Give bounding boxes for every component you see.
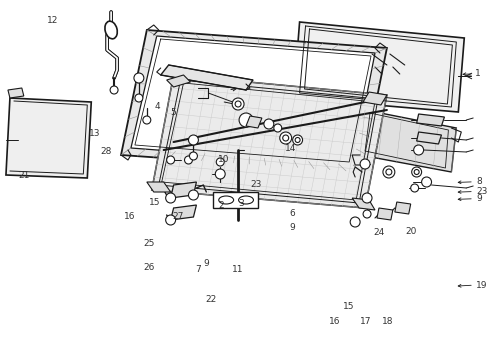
Polygon shape: [352, 198, 375, 210]
Text: 10: 10: [218, 155, 229, 163]
Polygon shape: [416, 114, 444, 126]
Ellipse shape: [219, 196, 234, 204]
Circle shape: [350, 217, 360, 227]
Circle shape: [411, 184, 418, 192]
Polygon shape: [294, 22, 464, 112]
Polygon shape: [363, 92, 387, 105]
Text: 9: 9: [203, 259, 209, 268]
Text: 23: 23: [250, 180, 262, 189]
Circle shape: [215, 169, 225, 179]
Text: 22: 22: [206, 295, 217, 304]
Text: 1: 1: [475, 69, 481, 78]
Text: 8: 8: [476, 177, 482, 186]
Text: 12: 12: [47, 17, 58, 26]
Circle shape: [134, 73, 144, 83]
Text: 17: 17: [360, 317, 371, 325]
Polygon shape: [8, 88, 24, 98]
Polygon shape: [121, 30, 387, 172]
Circle shape: [135, 94, 143, 102]
Text: 21: 21: [19, 171, 30, 180]
Text: 2: 2: [219, 201, 224, 210]
Text: 7: 7: [196, 265, 201, 274]
Polygon shape: [171, 205, 196, 220]
Polygon shape: [416, 132, 441, 144]
Circle shape: [280, 132, 292, 144]
Circle shape: [264, 119, 274, 129]
Circle shape: [185, 156, 193, 164]
Text: 26: 26: [144, 263, 155, 272]
Text: 28: 28: [100, 148, 112, 157]
Circle shape: [216, 158, 224, 166]
Text: 27: 27: [172, 212, 184, 221]
Circle shape: [167, 156, 174, 164]
Circle shape: [274, 124, 282, 132]
Circle shape: [189, 135, 198, 145]
Circle shape: [189, 190, 198, 200]
Circle shape: [386, 169, 392, 175]
Polygon shape: [167, 75, 191, 87]
Text: 19: 19: [476, 281, 488, 289]
Polygon shape: [395, 202, 411, 214]
Circle shape: [239, 113, 253, 127]
Text: 23: 23: [476, 187, 488, 196]
Ellipse shape: [239, 196, 253, 204]
Polygon shape: [377, 208, 393, 220]
Text: 16: 16: [329, 317, 340, 325]
Circle shape: [143, 116, 151, 124]
Circle shape: [190, 152, 197, 160]
Circle shape: [414, 170, 419, 175]
Circle shape: [235, 101, 241, 107]
Circle shape: [293, 135, 302, 145]
Polygon shape: [147, 182, 171, 192]
Text: 25: 25: [144, 239, 155, 248]
Text: 9: 9: [476, 194, 482, 203]
Circle shape: [166, 193, 175, 203]
Circle shape: [283, 135, 289, 141]
Text: 15: 15: [149, 198, 160, 207]
Text: 5: 5: [170, 108, 176, 117]
Circle shape: [295, 138, 300, 143]
Polygon shape: [6, 98, 91, 178]
Circle shape: [412, 167, 421, 177]
Circle shape: [421, 177, 432, 187]
Circle shape: [362, 193, 372, 203]
Polygon shape: [213, 192, 258, 208]
Polygon shape: [360, 110, 456, 172]
Text: 15: 15: [343, 302, 355, 311]
Text: 4: 4: [155, 102, 160, 111]
Circle shape: [383, 166, 395, 178]
Text: 13: 13: [89, 130, 100, 139]
Circle shape: [110, 86, 118, 94]
Text: 9: 9: [290, 223, 295, 232]
Circle shape: [232, 98, 244, 110]
Text: 11: 11: [232, 265, 244, 274]
Text: 24: 24: [373, 228, 385, 237]
Circle shape: [414, 145, 423, 155]
Circle shape: [360, 159, 370, 169]
Text: 20: 20: [405, 227, 416, 236]
Polygon shape: [152, 75, 387, 208]
Polygon shape: [171, 182, 196, 198]
Polygon shape: [131, 36, 375, 165]
Polygon shape: [246, 116, 262, 128]
Ellipse shape: [105, 21, 117, 39]
Text: 6: 6: [289, 209, 295, 217]
Text: 3: 3: [238, 199, 244, 208]
Text: 14: 14: [285, 144, 296, 153]
Circle shape: [166, 215, 175, 225]
Text: 18: 18: [382, 317, 393, 325]
Polygon shape: [161, 65, 253, 90]
Text: 16: 16: [123, 212, 135, 221]
Circle shape: [363, 210, 371, 218]
